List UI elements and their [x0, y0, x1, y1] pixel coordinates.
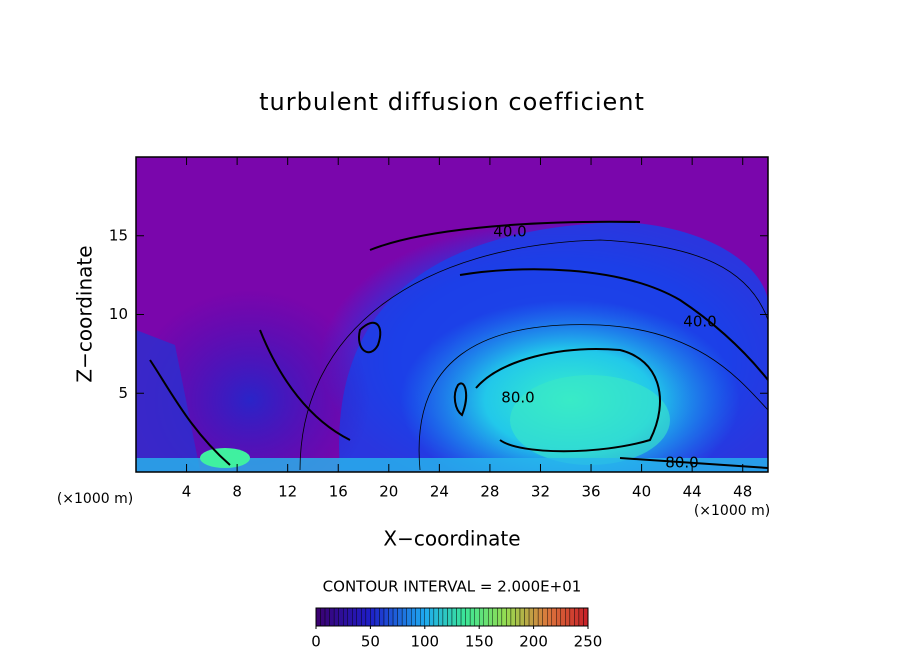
- x-tick-label: 36: [581, 483, 600, 501]
- y-unit: (×1000 m): [694, 503, 770, 519]
- colorbar-cell: [533, 607, 539, 627]
- colorbar-cell: [383, 607, 389, 627]
- colorbar-frame: [315, 607, 589, 627]
- colorbar-cell: [442, 607, 448, 627]
- colorbar-cell: [497, 607, 503, 627]
- colorbar-cell: [474, 607, 480, 627]
- chart-title: turbulent diffusion coefficient: [259, 88, 645, 116]
- colorbar-cell: [515, 607, 521, 627]
- colorbar-cell: [379, 607, 385, 627]
- colorbar-cell: [547, 607, 552, 627]
- x-tick-label: 4: [182, 483, 192, 501]
- colorbar-tick-label: 0: [311, 633, 321, 651]
- colorbar-cell: [569, 607, 575, 627]
- colorbar-cell: [501, 607, 507, 627]
- colorbar-cell: [460, 607, 466, 627]
- colorbar-cell: [324, 607, 330, 627]
- colorbar-cell: [370, 607, 376, 627]
- colorbar-cell: [347, 607, 353, 627]
- colorbar-cell: [542, 607, 548, 627]
- colorbar-cell: [320, 607, 326, 627]
- colorbar-cell: [479, 607, 484, 627]
- x-unit: (×1000 m): [57, 491, 133, 507]
- y-tick-label: 10: [109, 305, 128, 323]
- colorbar-cell: [488, 607, 493, 627]
- colorbar-cell: [343, 607, 348, 627]
- x-tick-label: 44: [683, 483, 702, 501]
- colorbar-tick-label: 50: [361, 633, 380, 651]
- contour-interval: CONTOUR INTERVAL = 2.000E+01: [323, 578, 582, 596]
- contour-label: 80.0: [501, 389, 534, 407]
- colorbar-cell: [528, 607, 534, 627]
- colorbar-cell: [329, 607, 335, 627]
- colorbar-cell: [537, 607, 543, 627]
- colorbar-cell: [556, 607, 561, 627]
- x-tick-label: 8: [232, 483, 242, 501]
- colorbar-cell: [492, 607, 498, 627]
- x-tick-label: 20: [379, 483, 398, 501]
- colorbar-cell: [365, 607, 371, 627]
- colorbar-cell: [438, 607, 444, 627]
- contour-label: 40.0: [493, 223, 526, 241]
- colorbar-cell: [483, 607, 489, 627]
- colorbar-cell: [361, 607, 367, 627]
- x-tick-label: 24: [430, 483, 449, 501]
- colorbar-cell: [456, 607, 462, 627]
- x-tick-label: 40: [632, 483, 651, 501]
- x-tick-label: 16: [329, 483, 348, 501]
- colorbar-cell: [338, 607, 344, 627]
- contour-label: 40.0: [683, 313, 716, 331]
- y-tick-label: 15: [109, 226, 128, 244]
- colorbar-cell: [519, 607, 525, 627]
- colorbar-tick-label: 200: [519, 633, 548, 651]
- colorbar-cell: [315, 607, 321, 627]
- colorbar-cell: [420, 607, 425, 627]
- y-axis-label: Z−coordinate: [73, 245, 97, 382]
- x-axis-label: X−coordinate: [383, 527, 520, 551]
- contour-label: 80.0: [665, 454, 698, 472]
- colorbar-cell: [356, 607, 362, 627]
- colorbar-cell: [560, 607, 566, 627]
- y-tick-label: 5: [118, 384, 128, 402]
- colorbar-cell: [429, 607, 435, 627]
- colorbar-cell: [411, 607, 416, 627]
- colorbar-tick-label: 150: [465, 633, 494, 651]
- colorbar-cell: [433, 607, 439, 627]
- colorbar-cell: [415, 607, 421, 627]
- colorbar-cell: [524, 607, 530, 627]
- colorbar-cell: [469, 607, 475, 627]
- x-tick-label: 12: [278, 483, 297, 501]
- colorbar-cell: [451, 607, 457, 627]
- colorbar-cell: [551, 607, 557, 627]
- colorbar-cell: [510, 607, 516, 627]
- colorbar-cell: [388, 607, 394, 627]
- colorbar-tick-label: 100: [410, 633, 439, 651]
- colorbar-cell: [574, 607, 580, 627]
- colorbar-cell: [578, 607, 584, 627]
- colorbar-cell: [406, 607, 412, 627]
- colorbar-cell: [506, 607, 512, 627]
- colorbar-cell: [374, 607, 380, 627]
- colorbar-cell: [583, 607, 589, 627]
- colorbar-cell: [424, 607, 430, 627]
- colorbar-cell: [397, 607, 403, 627]
- contour-field: [136, 157, 768, 472]
- x-tick-label: 32: [531, 483, 550, 501]
- colorbar-cell: [392, 607, 398, 627]
- colorbar-cell: [352, 607, 357, 627]
- x-tick-label: 48: [733, 483, 752, 501]
- colorbar-cell: [401, 607, 407, 627]
- colorbar-cell: [565, 607, 571, 627]
- x-tick-label: 28: [480, 483, 499, 501]
- colorbar-cell: [447, 607, 453, 627]
- colorbar-cell: [465, 607, 471, 627]
- colorbar-tick-label: 250: [574, 633, 603, 651]
- colorbar-cell: [333, 607, 339, 627]
